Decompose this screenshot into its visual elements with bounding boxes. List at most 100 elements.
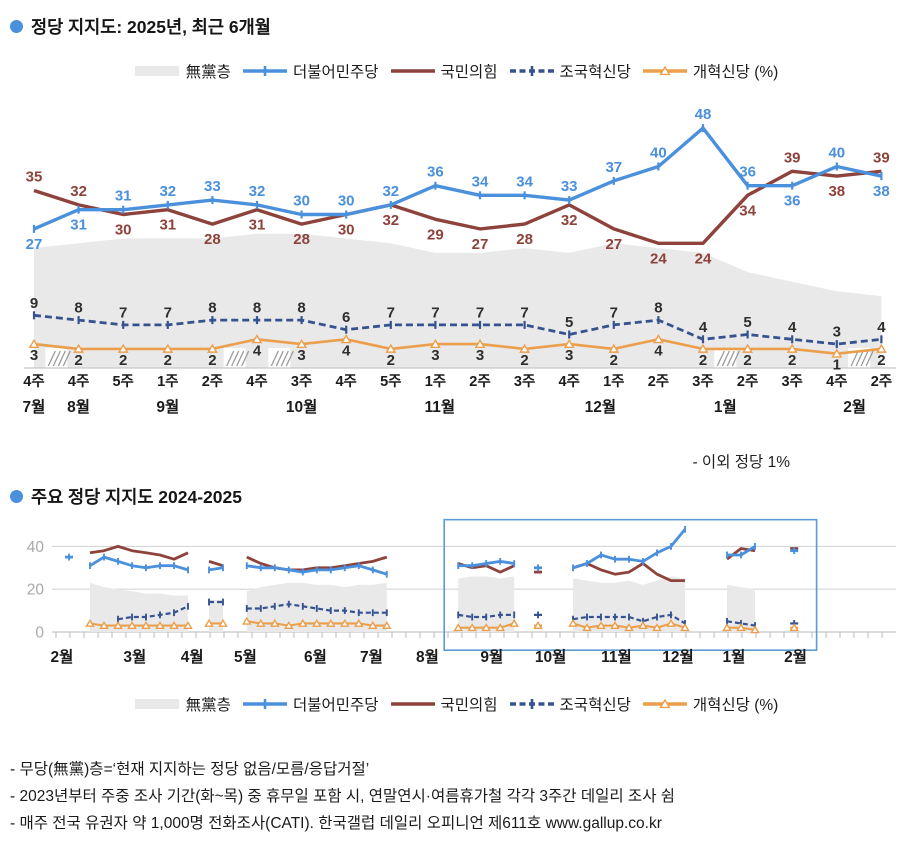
svg-text:11월: 11월 (425, 398, 456, 416)
chart2-title: 주요 정당 지지도 2024-2025 (31, 487, 242, 507)
svg-text:2주: 2주 (469, 373, 490, 390)
svg-text:5월: 5월 (234, 648, 257, 666)
svg-text:2: 2 (788, 352, 796, 369)
axis-ticks (55, 632, 883, 638)
svg-text:34: 34 (739, 202, 756, 219)
legend-label: 국민의힘 (440, 64, 498, 81)
svg-text:1주: 1주 (425, 373, 446, 390)
svg-text:5: 5 (743, 314, 751, 331)
svg-text:8: 8 (297, 300, 305, 317)
svg-text:3주: 3주 (291, 373, 312, 390)
legend-label: 無黨층 (185, 64, 231, 81)
svg-text:4: 4 (654, 342, 663, 359)
svg-text:8: 8 (654, 300, 662, 317)
svg-text:31: 31 (159, 217, 176, 234)
svg-text:2: 2 (610, 352, 618, 369)
cho-swatch-icon (509, 699, 554, 709)
reform-swatch-icon (642, 698, 687, 709)
chart2-legend: 無黨층 더불어민주당 국민의힘 조국혁신당 개혁신당 (%) (0, 693, 913, 715)
legend-label: 無黨층 (185, 697, 231, 714)
svg-text:34: 34 (516, 173, 533, 190)
svg-text:1주: 1주 (603, 373, 624, 390)
svg-text:38: 38 (828, 183, 845, 200)
legend-item-mudang: 無黨층 (134, 693, 231, 715)
demo-swatch-icon (242, 66, 287, 76)
svg-text:32: 32 (70, 183, 87, 200)
svg-text:3: 3 (833, 324, 841, 341)
svg-text:2주: 2주 (871, 373, 892, 390)
ppp-line (33, 169, 882, 246)
svg-text:48: 48 (695, 106, 712, 123)
svg-text:3: 3 (297, 347, 305, 364)
svg-text:40: 40 (27, 539, 45, 556)
mudang-area (34, 233, 882, 368)
footnote-line: - 2023년부터 주중 조사 기간(화~목) 중 휴무일 포함 시, 연말연시… (10, 788, 676, 805)
svg-text:20: 20 (27, 582, 45, 599)
svg-text:28: 28 (204, 231, 221, 248)
svg-text:36: 36 (739, 164, 756, 181)
svg-text:3주: 3주 (692, 373, 713, 390)
footnote-line: - 무당(無黨)층=‘현재 지지하는 정당 없음/모름/응답거절’ (10, 761, 370, 778)
svg-text:2월: 2월 (784, 648, 807, 666)
legend-label: 국민의힘 (440, 697, 498, 714)
party-support-6month-chart: 3527933231823130723231723328823231843028… (23, 106, 896, 416)
svg-text:7월: 7월 (23, 398, 46, 416)
svg-text:2: 2 (877, 352, 885, 369)
section-bullet-icon (10, 490, 23, 503)
svg-text:3: 3 (565, 347, 573, 364)
svg-text:2: 2 (520, 352, 528, 369)
svg-text:40: 40 (828, 145, 845, 162)
svg-text:30: 30 (338, 222, 355, 239)
svg-text:10월: 10월 (535, 648, 567, 666)
section-bullet-icon (10, 20, 23, 33)
svg-text:31: 31 (249, 217, 266, 234)
svg-text:2: 2 (119, 352, 127, 369)
cho-swatch-icon (509, 66, 554, 76)
svg-text:27: 27 (605, 236, 622, 253)
svg-text:12월: 12월 (585, 398, 617, 416)
svg-text:4주: 4주 (246, 373, 267, 390)
svg-text:7: 7 (164, 304, 172, 321)
svg-text:2: 2 (164, 352, 172, 369)
highlight-box (443, 518, 818, 651)
demo-line (65, 525, 799, 578)
mudang-area (90, 576, 755, 632)
svg-text:0: 0 (35, 625, 44, 642)
svg-text:1: 1 (833, 357, 841, 374)
svg-text:5주: 5주 (380, 373, 401, 390)
legend-label: 더불어민주당 (292, 64, 379, 81)
mudang-swatch-icon (134, 66, 179, 76)
svg-text:39: 39 (873, 149, 890, 166)
week-axis-labels: 4주 4주 5주 1주 2주 4주 3주 4주 5주 1주 2주 3주 4주 1주 2주 3주 2주 3주 4주 2주 (23, 373, 892, 390)
svg-text:38: 38 (873, 183, 890, 200)
svg-text:40: 40 (650, 145, 667, 162)
chart1-title-row: 정당 지지도: 2025년, 최근 6개월 (10, 14, 271, 39)
svg-text:2: 2 (74, 352, 82, 369)
svg-text:32: 32 (382, 183, 399, 200)
legend-item-reform: 개혁신당 (%) (642, 693, 778, 715)
svg-text:27: 27 (26, 236, 43, 253)
svg-text:3: 3 (431, 347, 439, 364)
svg-text:6: 6 (342, 309, 350, 326)
value-labels: 3527933231823130723231723328823231843028… (26, 106, 890, 374)
svg-text:7: 7 (431, 304, 439, 321)
svg-text:1월: 1월 (723, 648, 746, 666)
svg-text:4: 4 (342, 342, 351, 359)
svg-text:1주: 1주 (157, 373, 178, 390)
svg-text:4주: 4주 (335, 373, 356, 390)
legend-item-ppp: 국민의힘 (390, 693, 498, 715)
svg-text:7월: 7월 (360, 648, 383, 666)
svg-text:9월: 9월 (156, 398, 179, 416)
svg-text:34: 34 (472, 173, 489, 190)
svg-text:36: 36 (427, 164, 444, 181)
svg-text:24: 24 (695, 250, 712, 267)
svg-text:4주: 4주 (558, 373, 579, 390)
legend-label: 조국혁신당 (559, 697, 631, 714)
svg-text:7: 7 (387, 304, 395, 321)
other-parties-note: - 이외 정당 1% (692, 454, 790, 471)
party-support-yearly-chart: 40 20 0 2월 3월 4월 5월 6월 7월 8월 9월 10월 11월 12월 1월 2월 (27, 518, 896, 666)
legend-item-cho: 조국혁신당 (509, 60, 631, 82)
svg-text:7: 7 (119, 304, 127, 321)
svg-text:3월: 3월 (123, 648, 146, 666)
